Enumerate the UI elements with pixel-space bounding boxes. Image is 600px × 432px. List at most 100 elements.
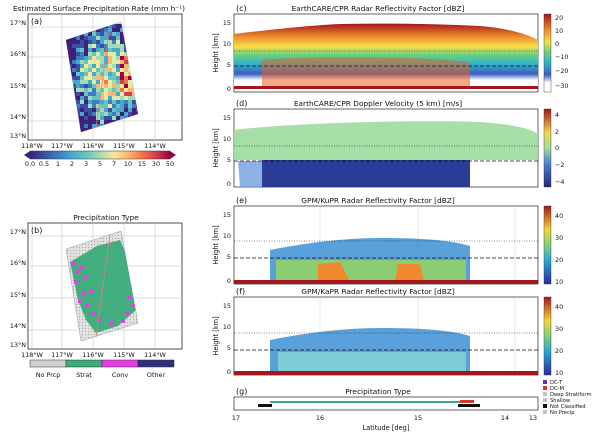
map-b-legend-label-1: Strat — [76, 371, 92, 379]
map-a-colorbar-tick-0: 0.0 — [25, 160, 35, 168]
map-a-lat-ticks: 17°N 16°N 15°N 14°N 13°N — [10, 19, 26, 140]
map-b-conv-cell-2 — [80, 266, 83, 269]
panel-d-ylabel: Height [km] — [212, 128, 220, 167]
panel-f-ytick-2: 5 — [227, 344, 231, 352]
map-b-conv-cell-16 — [84, 276, 87, 279]
panel-g-frame — [233, 396, 539, 411]
panel-d-upper-field — [234, 121, 538, 160]
panel-f-colorbar-bar — [543, 296, 552, 376]
map-a-lat-tick-3: 14°N — [10, 113, 26, 121]
panel-e-label: (e) — [236, 196, 247, 205]
panel-d-colorbar-bar — [543, 108, 552, 188]
map-a-lon-tick-1: 117°W — [51, 142, 73, 150]
panel-e-colorbar: 40 30 20 10 — [543, 205, 563, 286]
panel-f-y-axis: Height [km] 15 10 5 0 — [212, 302, 231, 376]
panel-g-xtick-1: 16 — [316, 414, 324, 422]
panel-g-legend-label-1: DC-M — [550, 386, 564, 392]
panel-g-x-ticks: 17 16 15 14 13 — [232, 414, 537, 422]
panel-e-cbar-tick-1: 30 — [555, 234, 563, 242]
map-a-colorbar-bar — [29, 150, 171, 160]
panel-f-title: GPM/KaPR Radar Reflectivity Factor [dBZ] — [301, 287, 455, 296]
panel-f-label: (f) — [236, 287, 245, 296]
map-a-colorbar-max-arrow — [170, 151, 176, 159]
panel-g-nc-bar-1 — [258, 404, 272, 407]
panel-e-title: GPM/KuPR Radar Reflectivity Factor [dBZ] — [301, 196, 455, 205]
panel-d-ytick-3: 0 — [227, 180, 231, 188]
map-b-legend-label-2: Conv — [112, 371, 128, 379]
panel-e-cbar-tick-0: 40 — [555, 212, 563, 220]
panel-f-ylabel: Height [km] — [212, 316, 220, 355]
panel-e-ylabel: Height [km] — [212, 225, 220, 264]
map-a-lon-ticks: 118°W 117°W 116°W 115°W 114°W — [21, 142, 166, 150]
map-b-conv-cell-14 — [122, 320, 125, 323]
panel-g-legend-label-0: DC-T — [550, 380, 563, 386]
panel-g-legend-swatch-3 — [543, 398, 547, 402]
map-a-colorbar-tick-4: 3 — [84, 160, 88, 168]
map-b-lon-tick-0: 118°W — [21, 351, 43, 359]
panel-f-cbar-tick-1: 30 — [555, 325, 563, 333]
panel-e-core-2 — [395, 264, 424, 282]
panel-d-fall-region — [262, 160, 470, 187]
panel-g-xtick-0: 17 — [232, 414, 240, 422]
map-b-conv-cell-6 — [92, 312, 95, 315]
panel-c-cbar-tick-3: −10 — [555, 53, 569, 61]
map-b-lon-tick-2: 116°W — [82, 351, 104, 359]
panel-d-y-axis: Height [km] 15 10 5 0 — [212, 114, 231, 188]
panel-e-colorbar-bar — [543, 205, 552, 285]
panel-f-cbar-tick-3: 10 — [555, 369, 563, 377]
panel-d-ytick-0: 15 — [223, 114, 231, 122]
panel-g-legend-swatch-1 — [543, 386, 547, 390]
map-b: Precipitation Type (b) 17°N16°N15°N14°N1… — [10, 213, 183, 379]
panel-c-ytick-1: 10 — [223, 40, 231, 48]
panel-g-legend-label-4: Not Classified — [550, 404, 586, 410]
map-b-title: Precipitation Type — [73, 213, 139, 222]
map-a-colorbar-tick-6: 7 — [112, 160, 116, 168]
panel-e-ytick-0: 15 — [223, 211, 231, 219]
panel-f-ytick-1: 10 — [223, 323, 231, 331]
map-b-legend-label-0: No Prcp — [36, 371, 61, 379]
map-b-legend-swatch-1 — [65, 359, 103, 368]
panel-e-cbar-tick-2: 20 — [555, 256, 563, 264]
map-b-conv-cell-7 — [98, 318, 101, 321]
map-a-colorbar-min-arrow — [24, 151, 30, 159]
map-a-colorbar-tick-5: 5 — [98, 160, 102, 168]
panel-d-cbar-tick-1: 2 — [555, 128, 559, 136]
map-a: Estimated Surface Precipitation Rate (mm… — [10, 4, 185, 168]
panel-g-legend-swatch-2 — [543, 392, 547, 396]
panel-e-ytick-1: 10 — [223, 232, 231, 240]
panel-c-cbar-tick-2: 0 — [555, 40, 559, 48]
panel-e-core-1 — [318, 262, 350, 282]
map-b-panel-label: (b) — [31, 226, 42, 235]
map-b-lat-ticks: 17°N 16°N 15°N 14°N 13°N — [10, 228, 26, 349]
map-b-legend-swatch-0 — [29, 359, 67, 368]
map-b-lon-tick-3: 115°W — [113, 351, 135, 359]
panel-e: GPM/KuPR Radar Reflectivity Factor [dBZ]… — [212, 196, 563, 286]
panel-d-ytick-2: 5 — [227, 156, 231, 164]
panel-f-bright-band — [278, 352, 466, 373]
map-b-lat-tick-2: 15°N — [10, 291, 26, 299]
map-b-lon-tick-4: 114°W — [144, 351, 166, 359]
map-a-lat-tick-2: 15°N — [10, 82, 26, 90]
panel-c-core — [262, 57, 470, 88]
map-a-lon-tick-0: 118°W — [21, 142, 43, 150]
panel-d-edge-region — [238, 161, 262, 187]
panel-f-ytick-0: 15 — [223, 302, 231, 310]
panel-g-xtick-3: 14 — [501, 414, 509, 422]
map-a-lon-tick-3: 115°W — [113, 142, 135, 150]
panel-c-cbar-tick-1: 10 — [555, 27, 563, 35]
map-b-legend-label-3: Other — [147, 371, 166, 379]
panel-g-xlabel: Latitude [deg] — [363, 424, 410, 432]
map-a-colorbar-tick-8: 15 — [138, 160, 146, 168]
map-b-legend-bar: No Prcp Strat Conv Other — [29, 359, 175, 379]
map-a-panel-label: (a) — [31, 17, 42, 26]
panel-c-colorbar: 20 10 0 −10 −20 −30 — [543, 13, 569, 93]
panel-g-legend: DC-T DC-M Deep Stratiform Shallow Not Cl… — [543, 380, 592, 416]
panel-f: GPM/KaPR Radar Reflectivity Factor [dBZ]… — [212, 287, 563, 377]
map-a-colorbar-ticks: 0.0 0.5 1 2 3 5 7 10 15 30 50 — [25, 160, 174, 168]
panel-g-xtick-2: 15 — [414, 414, 422, 422]
panel-c: EarthCARE/CPR Radar Reflectivity Factor … — [212, 4, 569, 93]
panel-c-ytick-3: 0 — [227, 85, 231, 93]
panel-d-ytick-1: 10 — [223, 135, 231, 143]
panel-g-xtick-4: 13 — [529, 414, 537, 422]
